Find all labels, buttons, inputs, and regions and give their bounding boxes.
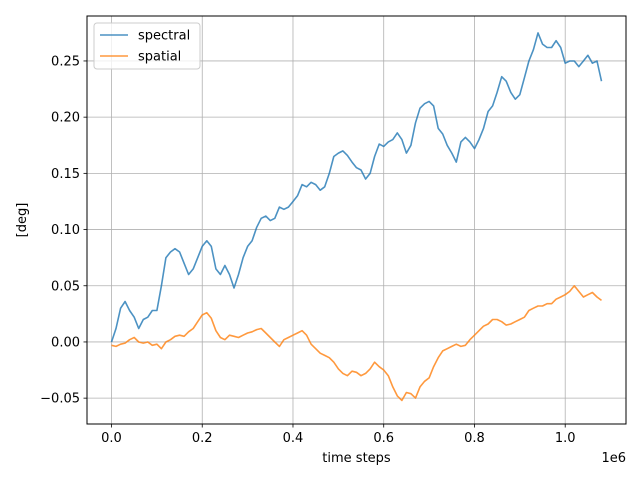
x-tick-label: 0.6 — [373, 431, 394, 446]
grid — [87, 16, 626, 424]
x-tick-label: 0.2 — [192, 431, 213, 446]
legend-label-spectral: spectral — [138, 29, 190, 44]
x-tick-label: 0.4 — [283, 431, 304, 446]
legend-label-spatial: spatial — [138, 50, 181, 65]
y-tick-label: 0.05 — [51, 279, 80, 294]
y-tick-label: 0.25 — [51, 54, 80, 69]
y-axis-label: [deg] — [15, 203, 30, 238]
series-line-spectral — [110, 32, 603, 343]
x-axis-label: time steps — [322, 451, 391, 466]
x-tick-label: 0.8 — [464, 431, 485, 446]
x-tick-label: 0.0 — [101, 431, 122, 446]
x-axis-offset-label: 1e6 — [601, 451, 626, 466]
y-tick-label: 0.15 — [51, 167, 80, 182]
legend: spectral spatial — [93, 22, 201, 70]
ticks: 0.0 0.2 0.4 0.6 0.8 1.0 −0.05 0.00 0.05 0.10 0.15 0… — [40, 54, 575, 446]
y-tick-label: 0.10 — [51, 223, 80, 238]
y-tick-label: 0.20 — [51, 111, 80, 126]
series-line-spatial — [111, 285, 602, 402]
y-tick-label: 0.00 — [51, 335, 80, 350]
x-tick-label: 1.0 — [555, 431, 576, 446]
plot-frame — [86, 15, 627, 425]
series-layer — [110, 32, 603, 402]
y-tick-label: −0.05 — [40, 392, 80, 407]
